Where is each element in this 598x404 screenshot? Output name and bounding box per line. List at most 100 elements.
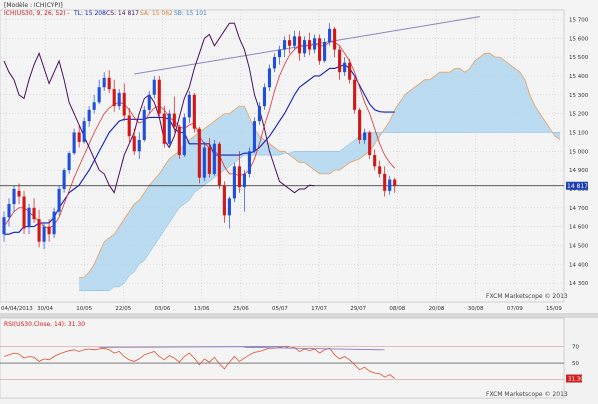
x-tick-label: 30/08	[468, 306, 484, 312]
candle-body	[383, 173, 387, 191]
rsi-divergence-line	[99, 346, 290, 348]
x-tick-label: 22/05	[115, 306, 131, 312]
model-label: [Modèle : ICH(CYP)]	[4, 2, 63, 9]
candles	[2, 23, 397, 250]
candle-body	[237, 166, 241, 188]
chikou-line	[3, 22, 315, 194]
candle-body	[232, 166, 236, 199]
candle-body	[257, 106, 262, 122]
candle-body	[97, 87, 101, 103]
span-a-line	[79, 52, 561, 278]
candle-body	[112, 89, 116, 107]
candle-body	[147, 94, 151, 110]
candle-body	[72, 132, 76, 154]
candle-body	[57, 188, 61, 212]
candle-body	[92, 102, 96, 110]
ichimoku-label: ICH(US30, 9, 26, 52) -	[4, 10, 70, 17]
x-tick-label: 20/08	[429, 306, 445, 312]
x-tick-label: 04/04/2013	[1, 306, 33, 312]
candle-body	[132, 136, 136, 152]
candle-body	[42, 226, 46, 242]
candle-body	[107, 77, 111, 90]
span-b-line	[79, 132, 560, 291]
trendline	[134, 16, 480, 75]
price-y-axis: 15 700 15 600 15 500 15 400 15 300 15 200 15 1…	[569, 17, 589, 287]
rsi-level-label: 50	[572, 361, 579, 367]
candle-body	[117, 92, 121, 107]
candle-body	[182, 117, 186, 156]
y-tick-label: 15 400	[569, 74, 589, 80]
candle-body	[77, 132, 81, 142]
candle-body	[187, 94, 191, 118]
candle-body	[343, 62, 347, 73]
candle-body	[172, 113, 176, 127]
candle-body	[157, 79, 161, 114]
candle-body	[277, 49, 282, 58]
x-tick-label: 30/04	[37, 306, 53, 312]
price-plot-area	[0, 9, 565, 303]
price-x-axis: 04/04/2013 30/04 10/05 22/05 03/06 13/06 25/06…	[1, 306, 562, 312]
candle-body	[167, 113, 171, 144]
y-tick-label: 14 900	[569, 168, 589, 174]
candle-body	[202, 147, 206, 178]
x-tick-label: 03/06	[155, 306, 171, 312]
rsi-y-axis: 70503031.30	[566, 345, 584, 384]
cs-value: CS: 14 817	[106, 10, 139, 17]
rsi-level-label: 70	[572, 345, 579, 351]
candle-body	[227, 198, 231, 216]
candle-body	[87, 109, 91, 122]
ichimoku-cloud	[79, 52, 561, 291]
candle-body	[388, 179, 392, 191]
candle-body	[348, 62, 352, 80]
candle-body	[252, 121, 257, 152]
candle-body	[47, 226, 51, 235]
rsi-last-value-label: 31.30	[568, 377, 584, 383]
candle-body	[247, 151, 251, 174]
last-price-box	[566, 181, 588, 190]
x-tick-label: 17/07	[311, 306, 327, 312]
candle-body	[358, 109, 362, 140]
y-tick-label: 15 200	[569, 112, 589, 118]
candle-body	[7, 204, 11, 218]
candle-body	[267, 68, 272, 88]
candle-body	[122, 92, 126, 116]
y-tick-label: 14 400	[569, 262, 589, 268]
candle-body	[363, 132, 367, 140]
candle-body	[12, 188, 16, 205]
sa-value: SA: 15 062	[140, 10, 173, 17]
panel-separator[interactable]	[0, 313, 598, 318]
x-tick-label: 13/06	[194, 306, 210, 312]
candle-body	[328, 28, 332, 43]
candle-body	[297, 36, 302, 54]
cloud-fill	[79, 53, 560, 291]
x-tick-label: 25/06	[233, 306, 249, 312]
sb-value: SB: 15 101	[174, 10, 207, 17]
x-tick-label: 29/07	[350, 306, 366, 312]
candle-body	[212, 143, 216, 174]
candle-body	[338, 49, 342, 73]
y-tick-label: 14 600	[569, 225, 589, 231]
candle-body	[282, 40, 287, 50]
rsi-last-value-box	[566, 374, 582, 383]
tl-value: TL: 15 208	[73, 10, 106, 17]
candle-body	[67, 153, 71, 171]
rsi-label: RSI(US30.Close, 14): 31.30	[4, 321, 85, 328]
candle-body	[313, 38, 317, 50]
candle-body	[207, 147, 211, 174]
last-price-label: 14 817	[567, 183, 588, 190]
header-legend: ICH(US30, 9, 26, 52) - TL: 15 208 CS: 14…	[4, 10, 207, 17]
candle-body	[17, 190, 21, 197]
rsi-plot-area	[0, 317, 565, 399]
y-tick-label: 15 100	[569, 130, 589, 136]
candle-body	[142, 109, 146, 140]
candle-body	[152, 79, 156, 95]
candle-body	[318, 38, 322, 61]
candle-body	[222, 185, 226, 216]
candle-body	[177, 126, 181, 156]
y-tick-label: 14 800	[569, 187, 589, 193]
candle-body	[192, 94, 196, 129]
candle-body	[2, 217, 6, 235]
rsi-watermark: FXCM Marketscope © 2013	[486, 391, 568, 398]
candle-body	[82, 121, 86, 142]
